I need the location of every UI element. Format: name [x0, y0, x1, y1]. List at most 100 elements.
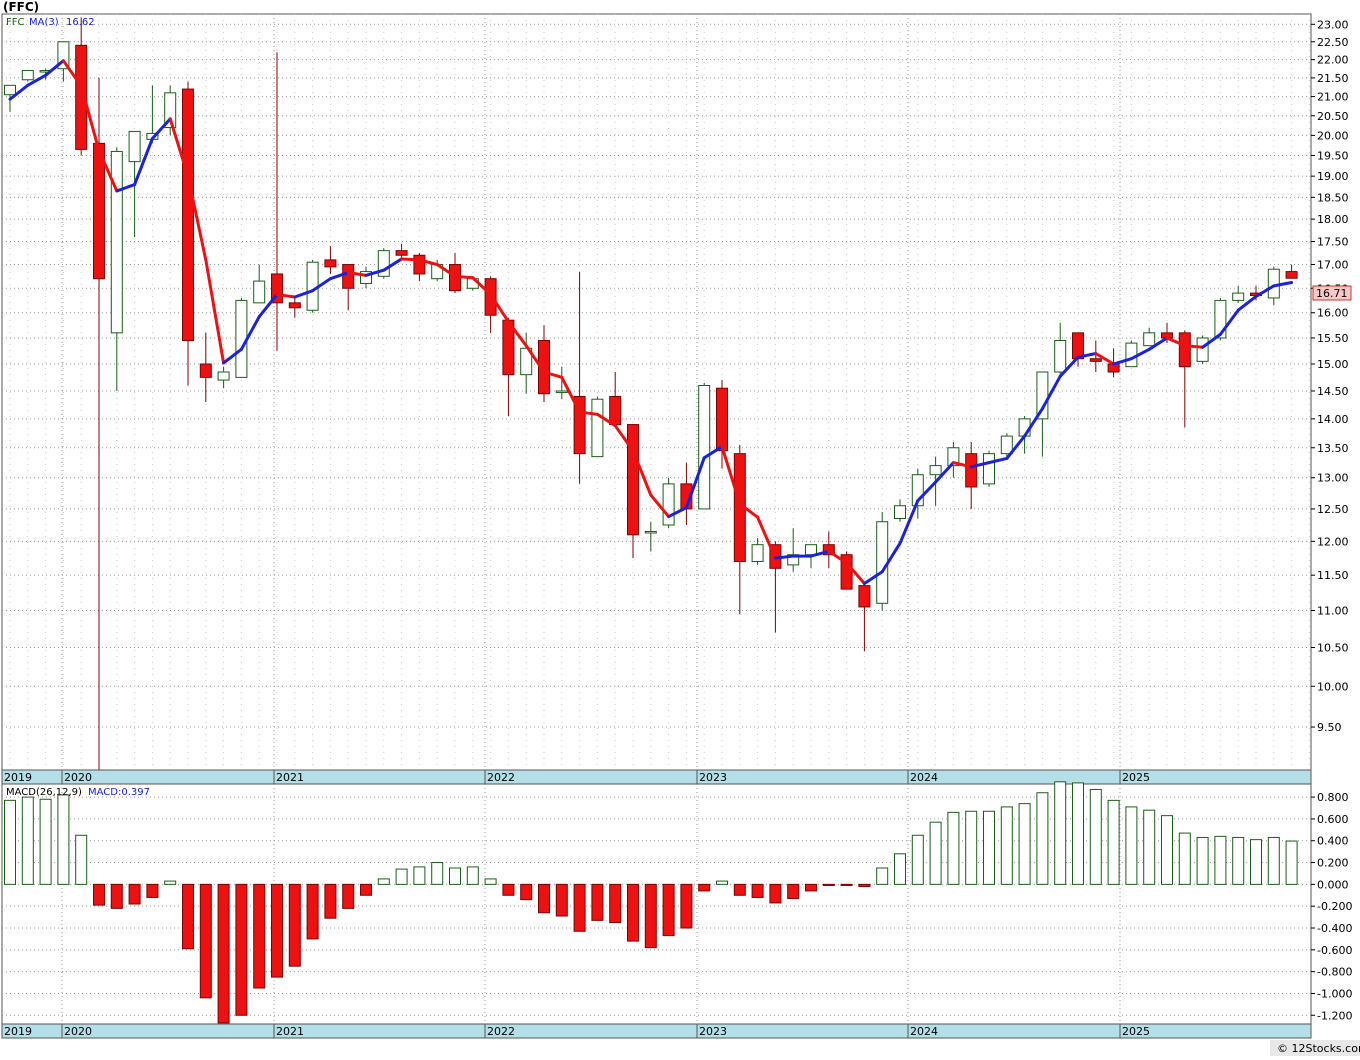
price-y-tick-label: 15.50: [1317, 332, 1349, 345]
candle-body: [306, 261, 319, 311]
macd-legend-value: MACD:0.397: [88, 787, 150, 798]
price-y-tick-label: 12.50: [1317, 503, 1349, 516]
ma-segment: [489, 293, 510, 324]
candle-body: [395, 250, 408, 256]
ma-segment: [275, 293, 297, 299]
macd-x-label: 2021: [276, 1025, 304, 1038]
candle-body: [342, 264, 355, 289]
ma-segment: [417, 258, 439, 267]
ma-segment: [916, 480, 938, 503]
ma-segment: [809, 549, 831, 558]
macd-x-label: 2022: [487, 1025, 515, 1038]
ma-segment: [1201, 332, 1222, 349]
macd-bars: [4, 781, 1298, 1024]
candle-body: [644, 530, 657, 534]
macd-bar: [911, 834, 924, 885]
price-y-tick-label: 16.00: [1317, 307, 1349, 320]
ma-segment: [1112, 357, 1133, 366]
price-y-tick-label: 17.50: [1317, 236, 1349, 249]
ma-segment: [951, 461, 973, 469]
macd-bar: [983, 810, 995, 885]
ma-segment: [595, 412, 617, 428]
candle-body: [751, 544, 764, 562]
candle-body: [377, 250, 390, 277]
macd-bar: [110, 883, 123, 909]
macd-x-label: 2019: [4, 1025, 32, 1038]
candle-body: [573, 395, 586, 455]
ma-segment: [1147, 336, 1169, 351]
candle-body: [840, 554, 853, 590]
candle-body: [128, 130, 141, 163]
ma-segment: [26, 73, 48, 87]
macd-bar: [1125, 806, 1138, 885]
candle-body: [716, 387, 728, 452]
candle-body: [911, 474, 924, 507]
macd-bar: [182, 883, 194, 950]
macd-bar: [627, 883, 639, 942]
last-price-badge: [1312, 285, 1352, 301]
ma-segment: [8, 83, 30, 101]
price-x-label: 2023: [699, 771, 727, 784]
macd-bar: [947, 811, 960, 885]
price-y-tick-label: 13.50: [1317, 442, 1349, 455]
macd-bar: [822, 883, 835, 886]
ma-segment: [702, 445, 724, 460]
ma-segment: [1129, 347, 1151, 361]
ma-segment: [133, 137, 154, 187]
macd-x-label: 2020: [64, 1025, 92, 1038]
macd-bar: [1018, 803, 1031, 885]
ma-segment: [1076, 351, 1098, 359]
price-x-label: 2024: [910, 771, 938, 784]
candle-body: [1054, 340, 1067, 373]
ma-segment: [79, 84, 101, 153]
candle-body: [627, 424, 639, 536]
macd-x-label: 2025: [1122, 1025, 1150, 1038]
ma-segment: [471, 276, 493, 297]
ma-segment: [934, 461, 955, 484]
macd-bar: [769, 883, 782, 904]
macd-bar: [431, 862, 444, 885]
price-y-tick-label: 21.50: [1317, 72, 1349, 85]
ma-segment: [364, 268, 386, 277]
candle-body: [21, 70, 34, 81]
price-y-tick-label: 19.50: [1317, 149, 1349, 162]
ma-segment: [328, 271, 350, 281]
candle-body: [1089, 358, 1102, 362]
candle-body: [1267, 268, 1280, 299]
price-y-tick-label: 14.00: [1317, 413, 1349, 426]
macd-bar: [538, 883, 550, 914]
ma-segment: [667, 506, 688, 519]
candle-body: [271, 273, 283, 304]
ma-segment: [115, 183, 137, 193]
macd-bar: [484, 878, 497, 885]
ma-segment: [987, 456, 1009, 465]
price-x-label: 2019: [4, 771, 32, 784]
candle-body: [929, 465, 942, 476]
price-y-tick-label: 17.00: [1317, 259, 1349, 272]
ma-segment: [684, 456, 706, 510]
price-x-label: 2021: [276, 771, 304, 784]
price-y-tick-label: 23.00: [1317, 18, 1349, 31]
candle-body: [698, 384, 711, 510]
macd-y-tick-label: 0.200: [1317, 857, 1349, 870]
macd-bar: [57, 794, 70, 885]
macd-bar: [1089, 788, 1102, 885]
macd-bar: [1285, 840, 1298, 885]
ma-segment: [204, 258, 226, 365]
ma-segment: [578, 410, 599, 416]
ma-segment: [1005, 434, 1027, 460]
macd-bar: [680, 883, 693, 929]
candle-body: [199, 363, 212, 378]
macd-bar: [1250, 839, 1262, 885]
price-y-tick-label: 9.50: [1317, 721, 1342, 734]
macd-bar: [235, 883, 248, 1016]
macd-bar: [395, 868, 408, 885]
candle-body: [1285, 271, 1298, 279]
macd-bar: [1196, 836, 1209, 885]
price-y-tick-label: 13.00: [1317, 472, 1349, 485]
macd-bar: [591, 883, 604, 921]
macd-grid: [2, 784, 1311, 1024]
macd-y-tick-label: -1.000: [1317, 987, 1352, 1000]
credit-box: [1270, 1040, 1360, 1056]
macd-bar: [858, 883, 871, 888]
